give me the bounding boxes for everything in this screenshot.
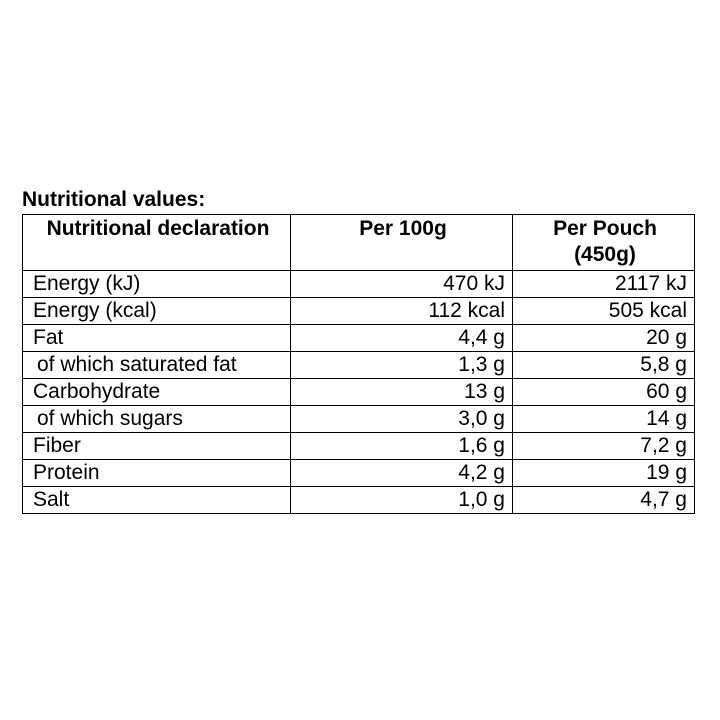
table-row-protein: Protein 4,2 g 19 g: [22, 459, 695, 487]
value-per-100g: 4,2 g: [290, 459, 513, 487]
value-per-pouch: 4,7 g: [512, 486, 695, 514]
value-per-100g: 1,3 g: [290, 351, 513, 379]
header-row: Nutritional declaration Per 100g Per Pou…: [22, 214, 695, 271]
value-per-pouch: 7,2 g: [512, 432, 695, 460]
header-nutritional-declaration: Nutritional declaration: [22, 214, 291, 271]
nutrition-table: Nutritional declaration Per 100g Per Pou…: [22, 214, 695, 514]
row-label: Carbohydrate: [22, 378, 291, 406]
header-per-pouch: Per Pouch (450g): [512, 214, 695, 271]
value-per-100g: 4,4 g: [290, 324, 513, 352]
value-per-pouch: 60 g: [512, 378, 695, 406]
table-row-fiber: Fiber 1,6 g 7,2 g: [22, 432, 695, 460]
row-label: Protein: [22, 459, 291, 487]
row-label: Salt: [22, 486, 291, 514]
value-per-pouch: 14 g: [512, 405, 695, 433]
table-row-sugars: of which sugars 3,0 g 14 g: [22, 405, 695, 433]
value-per-100g: 112 kcal: [290, 297, 513, 325]
table-row-saturated-fat: of which saturated fat 1,3 g 5,8 g: [22, 351, 695, 379]
row-label: Energy (kJ): [22, 270, 291, 298]
nutrition-panel: Nutritional values: Nutritional declarat…: [22, 186, 695, 514]
value-per-100g: 13 g: [290, 378, 513, 406]
table-row-fat: Fat 4,4 g 20 g: [22, 324, 695, 352]
value-per-pouch: 20 g: [512, 324, 695, 352]
value-per-100g: 470 kJ: [290, 270, 513, 298]
value-per-100g: 1,6 g: [290, 432, 513, 460]
value-per-pouch: 19 g: [512, 459, 695, 487]
table-row-energy-kcal: Energy (kcal) 112 kcal 505 kcal: [22, 297, 695, 325]
table-caption: Nutritional values:: [22, 188, 206, 211]
table-row-energy-kj: Energy (kJ) 470 kJ 2117 kJ: [22, 270, 695, 298]
row-label: Fiber: [22, 432, 291, 460]
table-row-salt: Salt 1,0 g 4,7 g: [22, 486, 695, 514]
value-per-pouch: 505 kcal: [512, 297, 695, 325]
value-per-pouch: 5,8 g: [512, 351, 695, 379]
row-label: of which sugars: [22, 405, 291, 433]
row-label: Fat: [22, 324, 291, 352]
value-per-100g: 1,0 g: [290, 486, 513, 514]
row-label: of which saturated fat: [22, 351, 291, 379]
header-per-100g: Per 100g: [290, 214, 513, 271]
value-per-100g: 3,0 g: [290, 405, 513, 433]
row-label: Energy (kcal): [22, 297, 291, 325]
table-row-carbohydrate: Carbohydrate 13 g 60 g: [22, 378, 695, 406]
value-per-pouch: 2117 kJ: [512, 270, 695, 298]
